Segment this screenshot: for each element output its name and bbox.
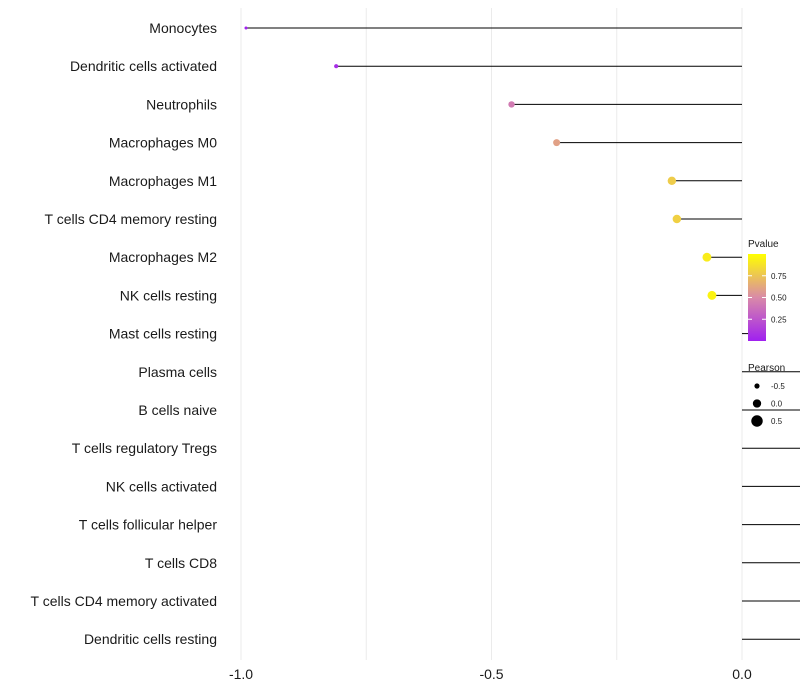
x-tick-label: -0.5 (479, 666, 503, 682)
lollipop-stems (246, 27, 800, 640)
grid-lines (240, 8, 743, 660)
lollipop-point (244, 26, 248, 30)
lollipop-point (667, 176, 677, 186)
pvalue-tick-label: 0.50 (771, 294, 787, 303)
category-label: T cells CD4 memory activated (31, 593, 217, 609)
x-axis-tick-labels: -1.0-0.50.00.5 (229, 666, 752, 682)
category-label: T cells follicular helper (79, 517, 218, 533)
pearson-legend: Pearson -0.5 0.0 0.5 (748, 363, 785, 427)
category-label: T cells CD8 (145, 555, 217, 571)
y-axis-labels: Monocytes Dendritic cells activated Neutro… (31, 20, 218, 647)
pearson-size-key (754, 383, 760, 389)
category-label: Neutrophils (146, 96, 217, 112)
lollipop-point (707, 290, 717, 300)
category-label: Dendritic cells resting (84, 631, 217, 647)
pearson-key-label: 0.0 (771, 400, 783, 409)
category-label: Monocytes (149, 20, 217, 36)
pearson-key-label: 0.5 (771, 417, 783, 426)
pearson-key-label: -0.5 (771, 382, 785, 391)
lollipop-points (244, 26, 762, 339)
pvalue-tick-label: 0.75 (771, 272, 787, 281)
pvalue-tick-label: 0.25 (771, 315, 787, 324)
pearson-size-key (752, 399, 762, 408)
pearson-legend-title: Pearson (748, 363, 785, 374)
category-label: T cells CD4 memory resting (45, 211, 217, 227)
category-label: T cells regulatory Tregs (72, 440, 217, 456)
pvalue-colorbar (748, 254, 766, 341)
category-label: Macrophages M0 (109, 135, 217, 151)
lollipop-point (508, 101, 515, 108)
x-tick-label: 0.0 (732, 666, 752, 682)
lollipop-point (553, 139, 561, 147)
x-tick-label: -1.0 (229, 666, 253, 682)
lollipop-point (702, 252, 712, 262)
category-label: Mast cells resting (109, 326, 217, 342)
pvalue-legend: Pvalue 0.25 0.50 0.75 (748, 239, 787, 341)
pvalue-legend-title: Pvalue (748, 239, 779, 250)
pearson-size-key (751, 415, 763, 427)
category-label: NK cells resting (120, 287, 217, 303)
lollipop-point (672, 214, 682, 224)
category-label: Dendritic cells activated (70, 58, 217, 74)
category-label: NK cells activated (106, 478, 217, 494)
category-label: B cells naive (138, 402, 217, 418)
lollipop-point (334, 64, 339, 69)
category-label: Macrophages M2 (109, 249, 217, 265)
category-label: Macrophages M1 (109, 173, 217, 189)
category-label: Plasma cells (138, 364, 217, 380)
